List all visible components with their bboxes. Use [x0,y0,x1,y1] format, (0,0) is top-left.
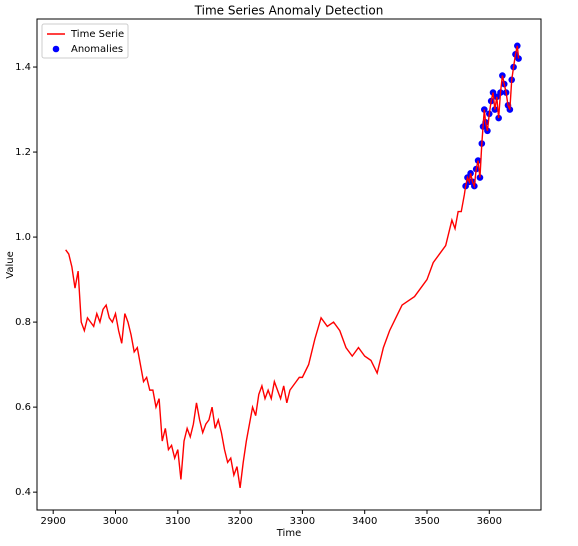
legend-box [41,23,129,59]
y-tick-label: 1.2 [15,147,31,158]
x-tick-label: 3400 [352,516,377,527]
y-axis-label: Value [5,251,16,278]
y-tick-label: 1.4 [15,62,31,73]
legend-label: Time Serie [70,29,124,40]
x-tick-label: 3600 [477,516,502,527]
y-tick-label: 0.6 [15,402,31,413]
chart-title: Time Series Anomaly Detection [194,4,384,18]
x-tick-label: 3500 [414,516,439,527]
x-tick-label: 2900 [40,516,65,527]
x-tick-label: 3300 [290,516,315,527]
y-tick-label: 1.0 [15,232,31,243]
x-tick-label: 3200 [227,516,252,527]
x-tick-label: 3000 [103,516,128,527]
legend-marker [52,45,60,53]
line-series [65,45,520,488]
x-tick-label: 3100 [165,516,190,527]
plot-frame [36,18,542,511]
y-tick-label: 0.8 [15,317,31,328]
legend-label: Anomalies [71,44,123,55]
y-tick-label: 0.4 [15,487,31,498]
x-axis-label: Time [276,528,301,539]
